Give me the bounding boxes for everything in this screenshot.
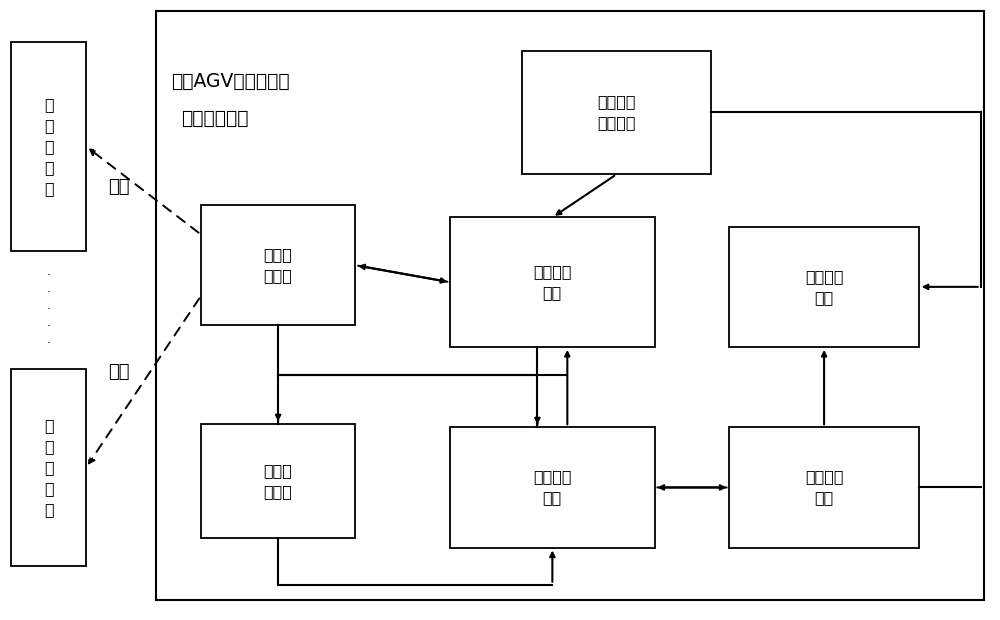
Bar xyxy=(450,427,655,547)
Bar xyxy=(450,218,655,347)
Text: 数据交互
模块: 数据交互 模块 xyxy=(805,269,843,305)
Bar xyxy=(201,205,355,326)
Bar xyxy=(156,11,984,600)
Text: 激光: 激光 xyxy=(108,179,130,197)
Text: 速度反
馈模块: 速度反 馈模块 xyxy=(264,463,293,499)
Text: 激光: 激光 xyxy=(108,363,130,381)
Bar xyxy=(201,424,355,538)
Text: 数据采集
模块: 数据采集 模块 xyxy=(533,469,572,505)
Bar xyxy=(11,42,86,251)
Bar xyxy=(11,369,86,566)
Text: 一种AGV小车精准导: 一种AGV小车精准导 xyxy=(171,72,290,91)
Bar xyxy=(729,227,919,347)
Text: 通信控制
模块: 通信控制 模块 xyxy=(533,264,572,300)
Text: ·
·
·
·
·: · · · · · xyxy=(47,270,51,350)
Bar xyxy=(522,51,711,174)
Text: 状态逻辑
控制模块: 状态逻辑 控制模块 xyxy=(597,94,636,130)
Text: 数据解析
模块: 数据解析 模块 xyxy=(805,469,843,505)
Text: 航的控制装置: 航的控制装置 xyxy=(181,109,248,128)
Text: 反
光
指
引
物: 反 光 指 引 物 xyxy=(44,418,54,517)
Text: 激光传
感仪器: 激光传 感仪器 xyxy=(264,247,293,283)
Bar xyxy=(729,427,919,547)
Text: 反
光
指
引
物: 反 光 指 引 物 xyxy=(44,97,54,196)
